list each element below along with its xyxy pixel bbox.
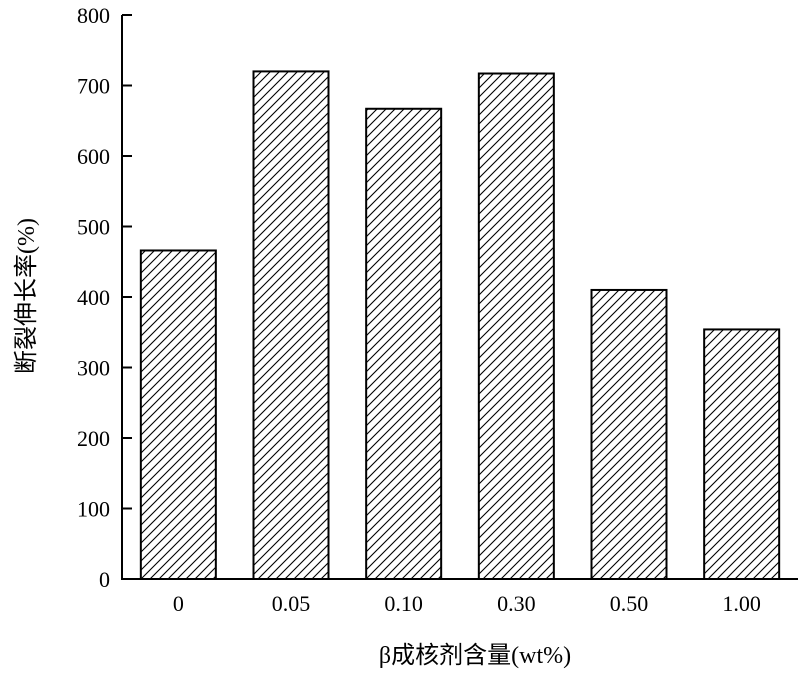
x-axis-ticks: 0 0.05 0.10 0.30 0.50 1.00 bbox=[173, 591, 761, 616]
y-tick-label: 500 bbox=[77, 215, 110, 240]
y-axis-ticks: 0 100 200 300 400 500 600 700 800 bbox=[77, 3, 132, 592]
y-tick-label: 700 bbox=[77, 74, 110, 99]
bar-0.05 bbox=[252, 70, 330, 581]
x-tick-label: 1.00 bbox=[722, 591, 761, 616]
x-tick-label: 0.50 bbox=[610, 591, 649, 616]
bar-1.00 bbox=[703, 328, 781, 580]
x-tick-label: 0.30 bbox=[497, 591, 536, 616]
x-tick-label: 0 bbox=[173, 591, 184, 616]
bar-0.10 bbox=[365, 107, 443, 580]
y-tick-label: 100 bbox=[77, 497, 110, 522]
bar-0.30 bbox=[477, 72, 555, 580]
y-axis-title: 断裂伸长率(%) bbox=[13, 218, 40, 374]
y-tick-label: 600 bbox=[77, 144, 110, 169]
bar-0 bbox=[139, 249, 217, 580]
y-tick-label: 300 bbox=[77, 356, 110, 381]
y-tick-label: 800 bbox=[77, 3, 110, 28]
x-tick-label: 0.05 bbox=[272, 591, 311, 616]
y-tick-label: 200 bbox=[77, 426, 110, 451]
bar-0.50 bbox=[590, 288, 668, 580]
y-tick-label: 0 bbox=[99, 567, 110, 592]
bars-group bbox=[139, 70, 781, 581]
x-axis-title: β成核剂含量(wt%) bbox=[379, 642, 571, 669]
y-tick-label: 400 bbox=[77, 285, 110, 310]
x-tick-label: 0.10 bbox=[384, 591, 423, 616]
